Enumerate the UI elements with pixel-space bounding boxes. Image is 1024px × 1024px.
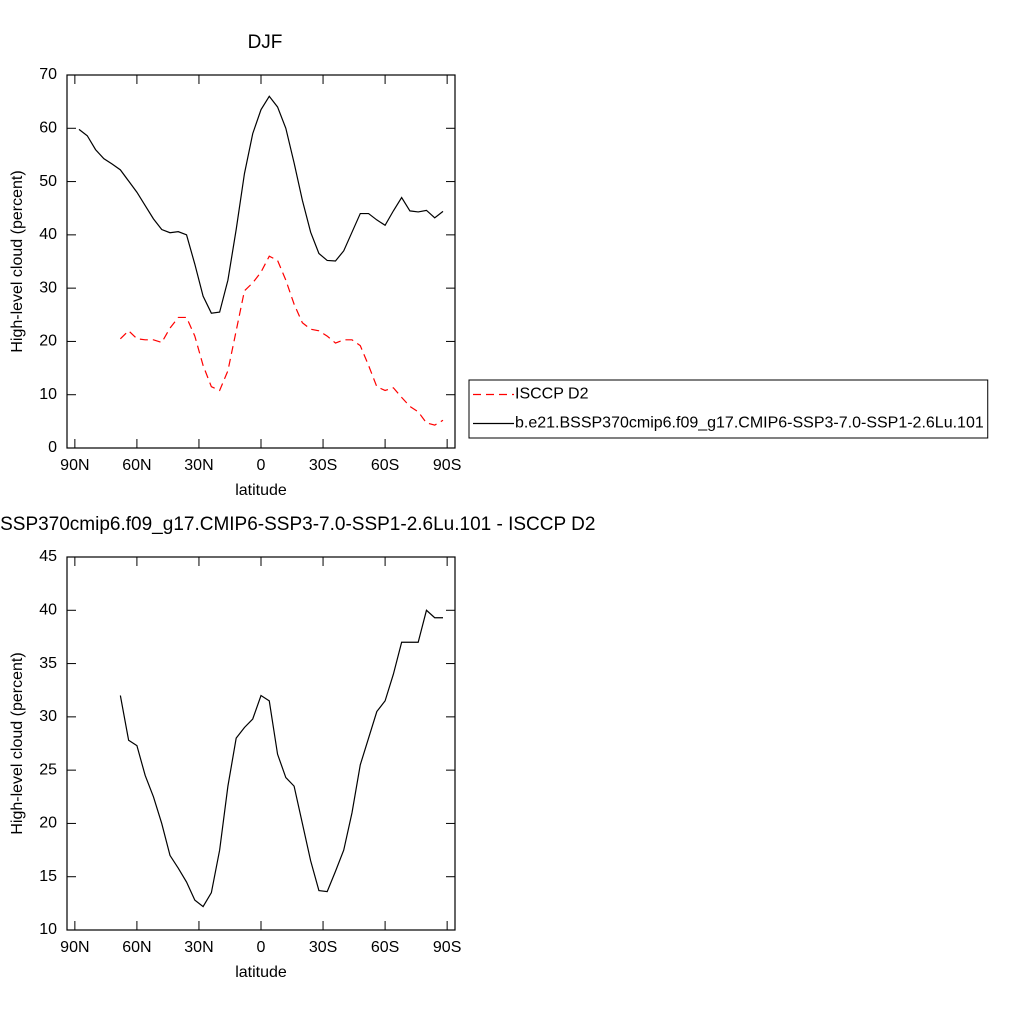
x-tick-label: 90S xyxy=(433,939,461,956)
data-line xyxy=(78,95,444,314)
y-tick-label: 60 xyxy=(39,120,57,137)
y-tick-label: 25 xyxy=(39,761,57,778)
y-tick-label: 70 xyxy=(39,66,57,83)
x-tick-label: 60N xyxy=(122,457,151,474)
x-tick-label: 90N xyxy=(60,939,89,956)
x-axis-label: latitude xyxy=(235,964,287,981)
chart-title: b.e21.BSSP370cmip6.f09_g17.CMIP6-SSP3-7.… xyxy=(0,514,595,535)
y-tick-label: 40 xyxy=(39,602,57,619)
x-tick-label: 60S xyxy=(371,939,399,956)
y-tick-label: 35 xyxy=(39,655,57,672)
x-tick-label: 60N xyxy=(122,939,151,956)
y-tick-label: 20 xyxy=(39,333,57,350)
y-tick-label: 50 xyxy=(39,173,57,190)
x-tick-label: 30S xyxy=(309,457,337,474)
x-tick-label: 0 xyxy=(257,939,266,956)
y-axis-label: High-level cloud (percent) xyxy=(9,170,26,352)
x-tick-label: 90S xyxy=(433,457,461,474)
y-tick-label: 45 xyxy=(39,548,57,565)
x-tick-label: 0 xyxy=(257,457,266,474)
chart-title: DJF xyxy=(248,32,283,53)
plot-frame xyxy=(66,556,456,931)
y-tick-label: 0 xyxy=(48,439,57,456)
data-line xyxy=(119,609,443,908)
y-tick-label: 10 xyxy=(39,921,57,938)
y-tick-label: 30 xyxy=(39,279,57,296)
y-tick-label: 10 xyxy=(39,386,57,403)
x-axis-label: latitude xyxy=(235,482,287,499)
x-tick-label: 90N xyxy=(60,457,89,474)
x-tick-label: 30N xyxy=(184,457,213,474)
legend-box xyxy=(468,379,989,439)
x-tick-label: 60S xyxy=(371,457,399,474)
legend-label: ISCCP D2 xyxy=(515,386,589,403)
y-tick-label: 30 xyxy=(39,708,57,725)
x-tick-label: 30N xyxy=(184,939,213,956)
y-axis-label: High-level cloud (percent) xyxy=(9,652,26,834)
x-tick-label: 30S xyxy=(309,939,337,956)
data-line xyxy=(119,255,444,426)
y-tick-label: 15 xyxy=(39,868,57,885)
y-tick-label: 40 xyxy=(39,226,57,243)
legend: ISCCP D2 b.e21.BSSP370cmip6.f09_g17.CMIP6… xyxy=(468,379,989,439)
legend-label: b.e21.BSSP370cmip6.f09_g17.CMIP6-SSP3-7.… xyxy=(515,415,984,432)
y-tick-label: 20 xyxy=(39,815,57,832)
